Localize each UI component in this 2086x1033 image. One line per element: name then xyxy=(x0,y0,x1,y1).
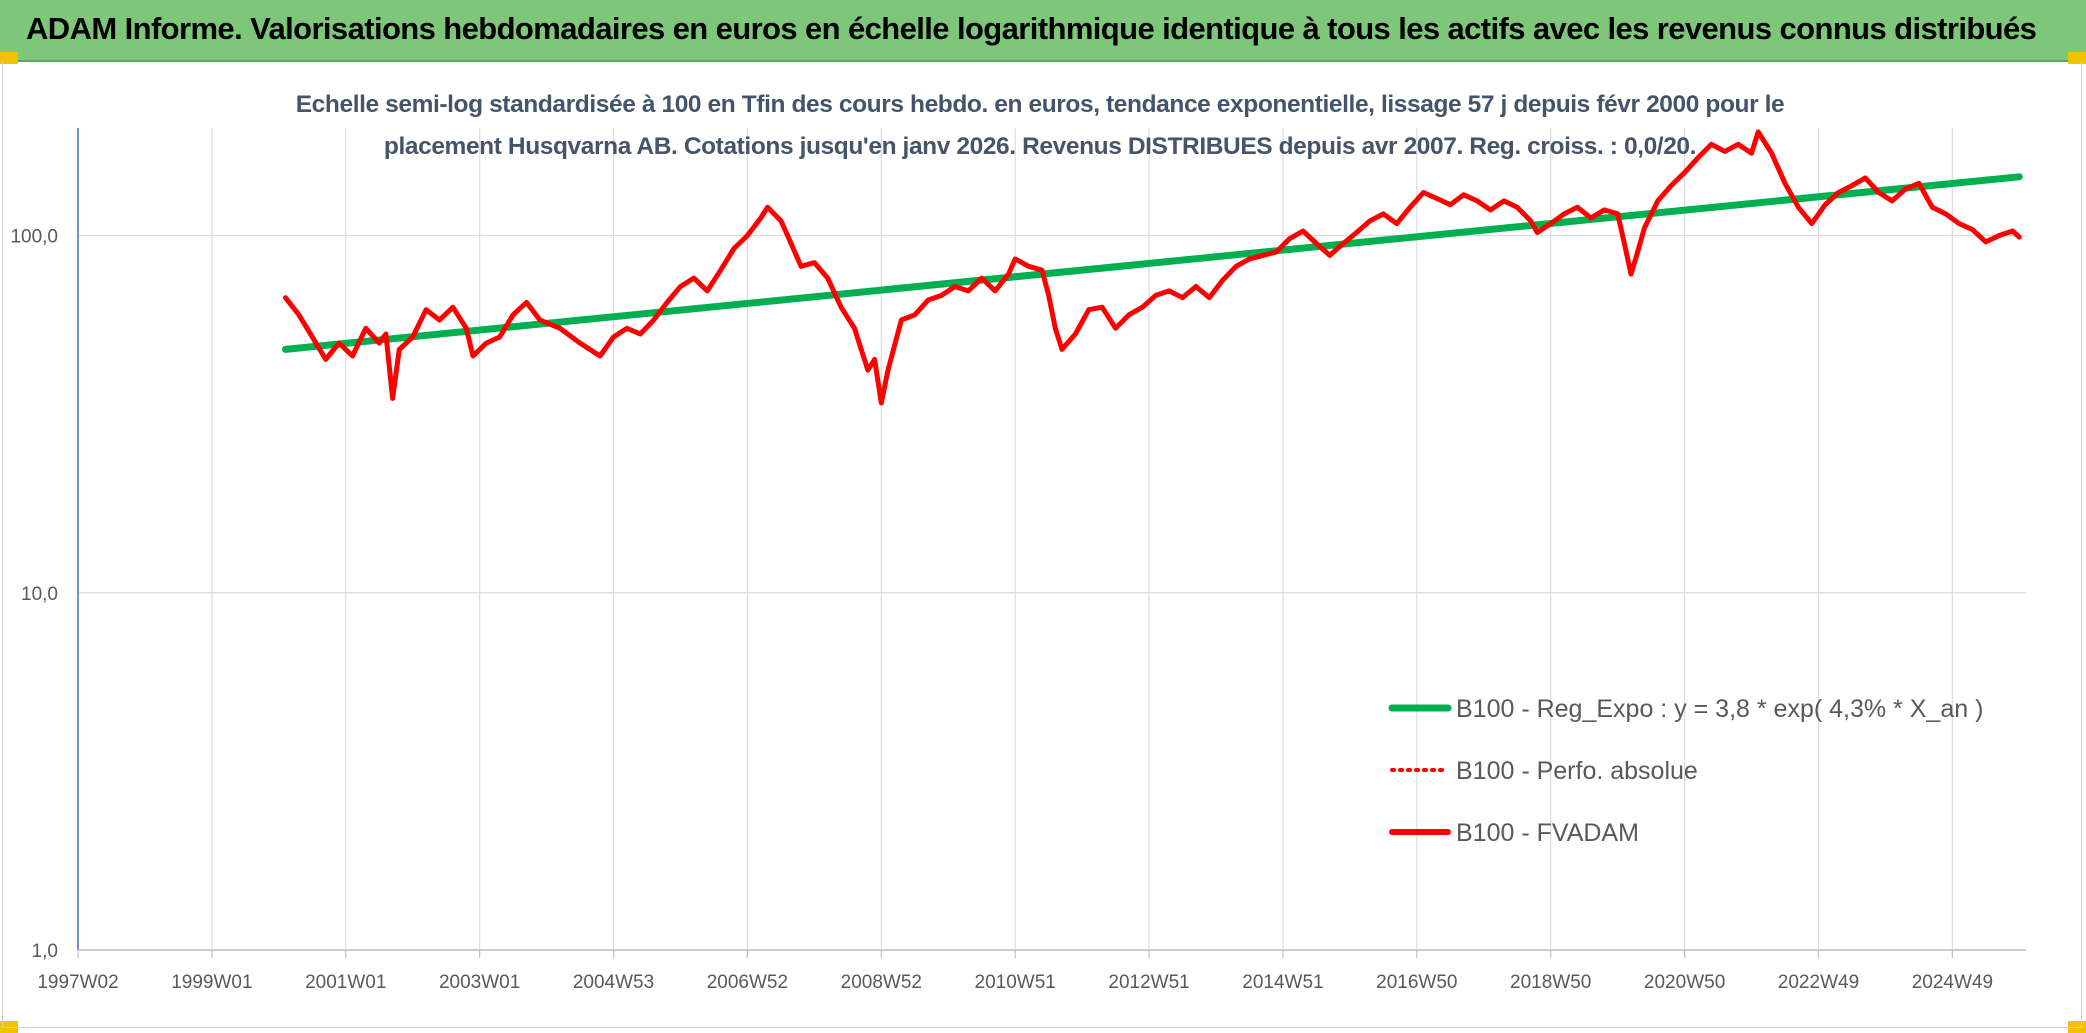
x-tick-label: 2012W51 xyxy=(1108,972,1189,993)
x-tick-label: 1999W01 xyxy=(171,972,252,993)
chart-title-line-2: placement Husqvarna AB. Cotations jusqu'… xyxy=(383,133,1697,160)
corner-marker-top-right xyxy=(2068,52,2086,64)
x-tick-label: 2024W49 xyxy=(1912,972,1993,993)
x-tick-label: 2014W51 xyxy=(1242,972,1323,993)
corner-marker-top-left xyxy=(0,52,18,64)
x-tick-label: 2004W53 xyxy=(573,972,654,993)
x-tick-label: 2010W51 xyxy=(975,972,1056,993)
x-tick-label: 2001W01 xyxy=(305,972,386,993)
legend-label: B100 - Reg_Expo : y = 3,8 * exp( 4,3% * … xyxy=(1456,695,1983,723)
report-banner: ADAM Informe. Valorisations hebdomadaire… xyxy=(0,0,2086,62)
x-tick-label: 1997W02 xyxy=(37,972,118,993)
x-tick-label: 2022W49 xyxy=(1778,972,1859,993)
chart-title-line-1: Echelle semi-log standardisée à 100 en T… xyxy=(295,91,1785,118)
series-line-regression xyxy=(282,173,2023,353)
x-tick-label: 2008W52 xyxy=(841,972,922,993)
y-tick-label: 10,0 xyxy=(21,584,58,605)
legend-label: B100 - FVADAM xyxy=(1456,819,1639,847)
legend: B100 - Reg_Expo : y = 3,8 * exp( 4,3% * … xyxy=(1388,695,1983,847)
y-tick-label: 1,0 xyxy=(32,941,58,962)
x-axis-ticks: 1997W02 1999W01 2001W01 2003W01 2004W53 2006W… xyxy=(37,950,1993,993)
y-axis-ticks: 1,0 10,0 100,0 xyxy=(10,227,58,962)
series-layer xyxy=(282,129,2023,406)
x-tick-label: 2020W50 xyxy=(1644,972,1725,993)
x-tick-label: 2003W01 xyxy=(439,972,520,993)
x-tick-label: 2018W50 xyxy=(1510,972,1591,993)
x-tick-label: 2006W52 xyxy=(707,972,788,993)
legend-label: B100 - Perfo. absolue xyxy=(1456,757,1698,785)
gridlines xyxy=(77,128,2026,951)
y-tick-label: 100,0 xyxy=(10,227,58,248)
series-line-fvadam xyxy=(283,129,2022,406)
x-tick-label: 2016W50 xyxy=(1376,972,1457,993)
report-title: ADAM Informe. Valorisations hebdomadaire… xyxy=(26,11,2037,46)
chart-frame xyxy=(2,62,2082,1028)
chart-title: Echelle semi-log standardisée à 100 en T… xyxy=(250,84,1830,168)
